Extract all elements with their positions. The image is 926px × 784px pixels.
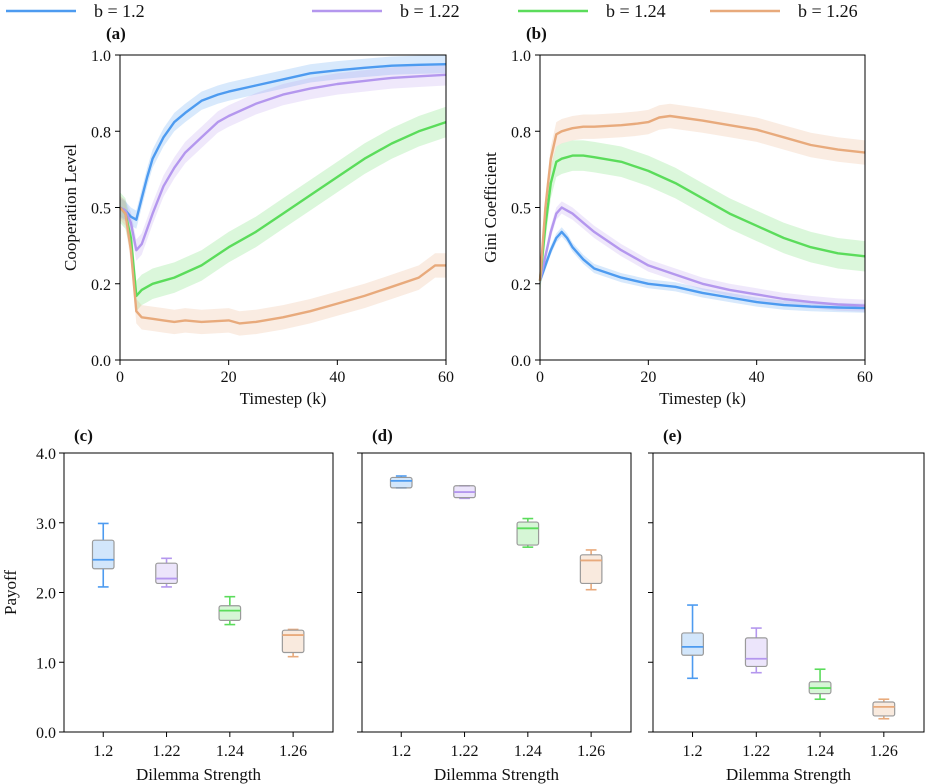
box-body: [516, 521, 540, 546]
x-tick-label: 1.24: [514, 743, 542, 760]
y-tick-label: 3.0: [36, 516, 56, 533]
legend-label-1: b = 1.22: [400, 1, 460, 21]
y-tick-label: 1.0: [91, 48, 111, 65]
chart-c: 1.2 1.22 1.24 1.26 0.0 1.0 2.0 3.0 4.0 Dilemma St…: [1, 426, 334, 784]
y-tick-label: 0.0: [511, 353, 531, 370]
y-axis-label: Gini Coefficient: [481, 152, 500, 263]
x-axis-label: Timestep (k): [659, 389, 746, 408]
x-tick-label: 60: [857, 369, 873, 386]
series-line-0: [538, 230, 866, 310]
chart-d: 1.2 1.22 1.24 1.26 Dilemma Strength (d): [357, 426, 632, 784]
band-3: [540, 103, 865, 293]
chart-e: 1.2 1.22 1.24 1.26 Dilemma Strength (e): [648, 426, 925, 784]
x-tick-label: 0: [116, 369, 124, 386]
x-tick-label: 1.26: [577, 743, 605, 760]
band-3: [120, 195, 446, 336]
x-axis-label: Dilemma Strength: [434, 765, 560, 784]
band-1: [120, 64, 446, 261]
panel-label: (c): [74, 426, 93, 445]
x-axis-label: Dilemma Strength: [136, 765, 262, 784]
plot-frame: [652, 452, 925, 733]
plot-frame: [361, 452, 632, 733]
series-line-0: [119, 63, 447, 221]
y-axis-label: Cooperation Level: [61, 144, 80, 271]
panel-label: (a): [106, 24, 126, 43]
x-tick-label: 0: [536, 369, 544, 386]
x-tick-label: 60: [438, 369, 454, 386]
x-tick-label: 1.24: [806, 743, 834, 760]
box-body: [218, 605, 242, 622]
panel-label: (d): [372, 426, 393, 445]
legend: b = 1.2 b = 1.22 b = 1.24 b = 1.26: [6, 1, 858, 21]
x-tick-label: 1.2: [391, 743, 411, 760]
panel-label: (e): [663, 426, 682, 445]
series-line-3: [119, 206, 446, 325]
box-body: [155, 562, 178, 585]
y-tick-label: 0.5: [91, 201, 111, 218]
x-tick-label: 1.2: [93, 743, 113, 760]
y-tick-label: 1.0: [511, 48, 531, 65]
x-tick-label: 1.26: [870, 743, 898, 760]
x-axis-label: Timestep (k): [240, 389, 327, 408]
box-body: [579, 554, 603, 585]
y-tick-label: 0.5: [511, 201, 531, 218]
y-tick-label: 0.2: [511, 277, 531, 294]
band-2: [540, 140, 865, 296]
box-body: [389, 476, 413, 489]
series-line-2: [119, 120, 447, 298]
x-tick-label: 1.22: [742, 743, 770, 760]
x-tick-label: 20: [640, 369, 656, 386]
x-tick-label: 40: [749, 369, 765, 386]
y-tick-label: 0.8: [511, 124, 531, 141]
legend-label-2: b = 1.24: [606, 1, 666, 21]
y-tick-label: 2.0: [36, 586, 56, 603]
box-body: [744, 637, 768, 668]
series-line-3: [538, 114, 866, 281]
chart-a: 0 20 40 60 0.0 0.2 0.5 0.8 1.0 Timestep (k) Cooper…: [61, 24, 454, 408]
x-tick-label: 40: [329, 369, 345, 386]
band-0: [120, 55, 446, 229]
x-tick-label: 1.22: [451, 743, 479, 760]
x-tick-label: 1.2: [683, 743, 703, 760]
y-tick-label: 0.0: [36, 725, 56, 742]
legend-label-3: b = 1.26: [798, 1, 858, 21]
series-line-2: [538, 154, 866, 281]
legend-label-0: b = 1.2: [94, 1, 145, 21]
y-tick-label: 4.0: [36, 446, 56, 463]
box-body: [91, 539, 115, 570]
panel-label: (b): [526, 24, 547, 43]
box-body: [681, 632, 704, 656]
x-tick-label: 1.24: [216, 743, 244, 760]
y-tick-label: 0.0: [91, 353, 111, 370]
x-tick-label: 20: [221, 369, 237, 386]
x-axis-label: Dilemma Strength: [726, 765, 852, 784]
x-tick-label: 1.22: [153, 743, 181, 760]
y-tick-label: 0.2: [91, 277, 111, 294]
y-axis-label: Payoff: [1, 570, 20, 615]
y-tick-label: 0.8: [91, 124, 111, 141]
chart-b: 0 20 40 60 0.0 0.2 0.5 0.8 1.0 Timestep (k) Gini C…: [481, 24, 873, 408]
series-line-1: [538, 206, 866, 307]
y-tick-label: 1.0: [36, 655, 56, 672]
series-line-1: [119, 73, 447, 252]
x-tick-label: 1.26: [279, 743, 307, 760]
plot-frame: [63, 452, 334, 733]
box-body: [281, 629, 305, 654]
box-body: [872, 701, 896, 717]
